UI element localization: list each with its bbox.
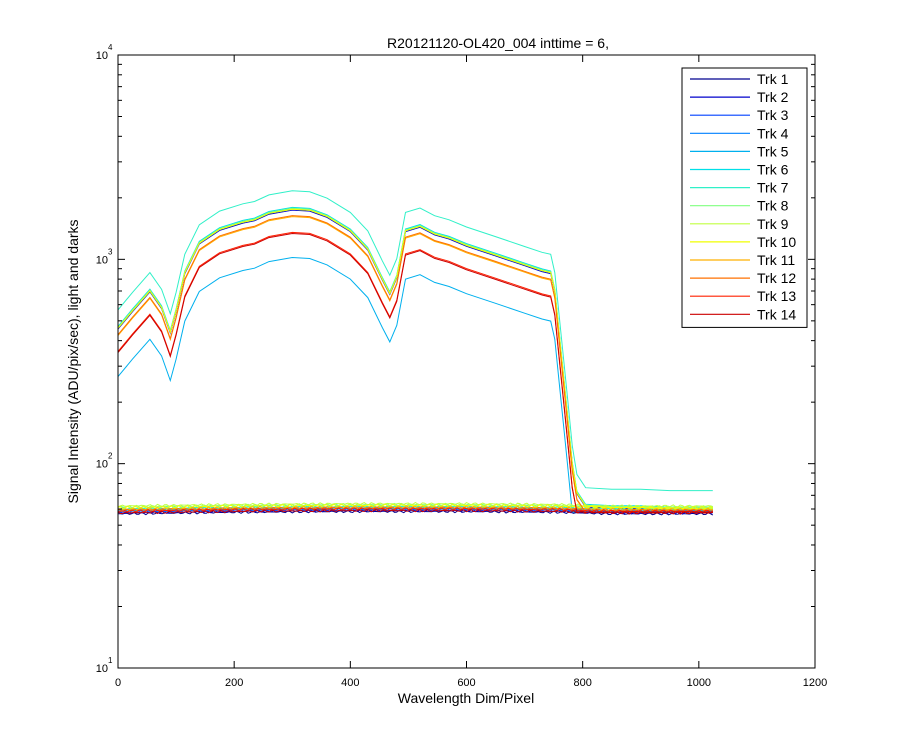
dark-series-line	[117, 501, 713, 508]
y-tick-exponent: 4	[108, 43, 113, 52]
x-tick-label: 1200	[803, 677, 827, 689]
legend-label: Trk 1	[757, 71, 789, 87]
y-tick-label: 10	[96, 254, 108, 266]
light-series-line	[117, 256, 713, 513]
x-tick-label: 200	[225, 677, 243, 689]
y-axis-label: Signal Intensity (ADU/pix/sec), light an…	[65, 219, 81, 503]
x-tick-label: 600	[457, 677, 475, 689]
dark-series-line	[117, 505, 713, 512]
series-layer	[117, 190, 714, 516]
x-tick-label: 1000	[687, 677, 711, 689]
light-series-line	[117, 215, 713, 513]
y-tick-exponent: 1	[108, 656, 113, 665]
legend-label: Trk 4	[757, 125, 789, 141]
legend-label: Trk 10	[757, 234, 796, 250]
legend-label: Trk 2	[757, 89, 789, 105]
x-tick-label: 800	[573, 677, 591, 689]
legend-label: Trk 3	[757, 107, 789, 123]
light-series-line	[117, 208, 713, 510]
legend-box	[681, 67, 808, 328]
y-tick-label: 10	[96, 663, 108, 675]
y-tick-exponent: 2	[108, 452, 113, 461]
x-tick-label: 400	[341, 677, 359, 689]
x-axis-label: Wavelength Dim/Pixel	[398, 690, 534, 706]
legend-label: Trk 13	[757, 288, 796, 304]
x-tick-label: 0	[115, 677, 121, 689]
y-tick-label: 10	[96, 50, 108, 62]
dark-series-line	[117, 507, 714, 513]
y-tick-label: 10	[96, 459, 108, 471]
chart-title: R20121120-OL420_004 inttime = 6,	[387, 35, 609, 51]
light-series-line	[117, 190, 713, 492]
y-tick-exponent: 3	[108, 247, 113, 256]
dark-series-line	[117, 508, 713, 515]
legend-label: Trk 6	[757, 162, 789, 178]
light-series-line	[117, 232, 713, 513]
legend-label: Trk 14	[757, 306, 796, 322]
legend: Trk 1 Trk 2 Trk 3 Trk 4 Trk 5 Trk 6 Trk 7 Trk 8…	[681, 67, 808, 328]
legend-label: Trk 7	[757, 180, 789, 196]
x-axis: 0 200 400 600 800 1000 1200	[115, 55, 827, 689]
legend-label: Trk 12	[757, 270, 796, 286]
legend-label: Trk 9	[757, 216, 789, 232]
legend-label: Trk 5	[757, 143, 789, 159]
legend-label: Trk 8	[757, 198, 789, 214]
legend-label: Trk 11	[757, 252, 795, 268]
